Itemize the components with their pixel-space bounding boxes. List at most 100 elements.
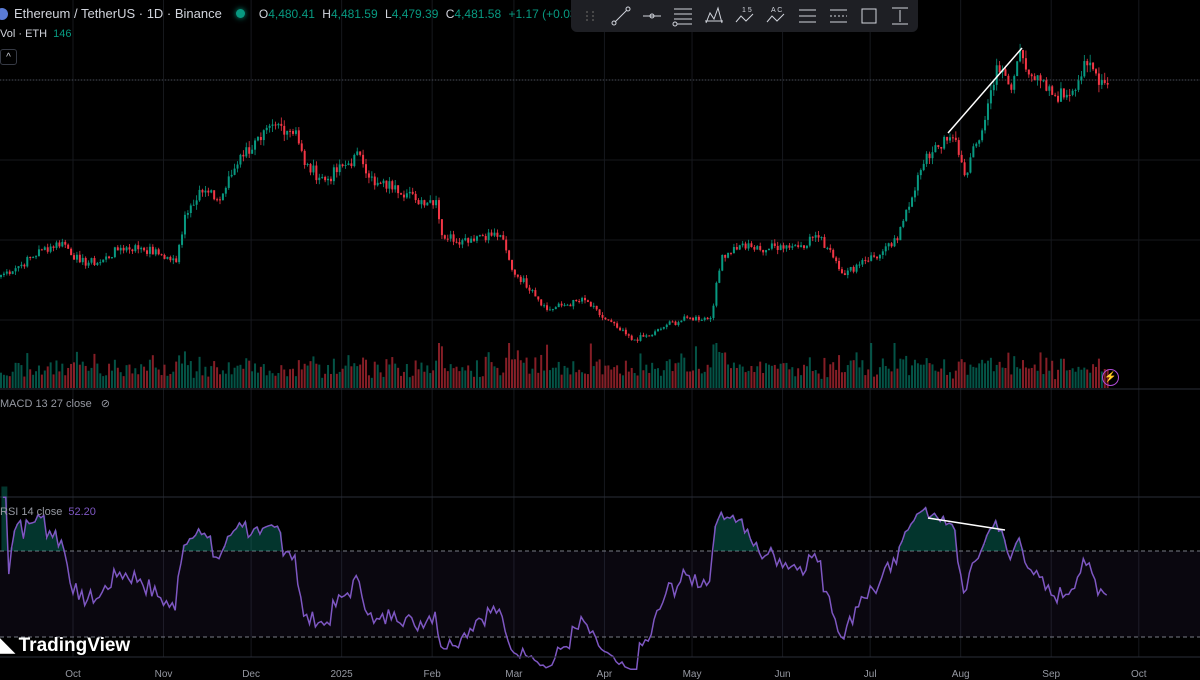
abcd-pattern-tool-icon[interactable]: A C xyxy=(763,2,788,30)
rectangle-tool-icon[interactable] xyxy=(856,2,881,30)
candle-body xyxy=(1019,50,1022,62)
candle-body xyxy=(511,259,513,270)
volume-bar xyxy=(905,355,908,388)
candle-body xyxy=(379,182,382,184)
rsi-legend[interactable]: RSI 14 close 52.20 xyxy=(0,506,96,518)
volume-bar xyxy=(96,363,99,388)
volume-bar xyxy=(966,374,969,388)
volume-bar xyxy=(283,369,286,388)
trend-line-rsi[interactable] xyxy=(927,517,1006,531)
volume-bar xyxy=(937,371,940,388)
candle-body xyxy=(657,329,659,332)
regression-channel-tool-icon[interactable] xyxy=(825,2,850,30)
candle-body xyxy=(385,180,388,189)
hidden-eye-icon[interactable]: ⊘ xyxy=(100,398,110,410)
volume-bar xyxy=(931,364,934,388)
candle-body xyxy=(1022,50,1024,59)
candle-body xyxy=(978,140,981,144)
candle-body xyxy=(878,255,881,259)
candle-body xyxy=(584,297,586,301)
candle-body xyxy=(665,324,668,328)
macd-legend[interactable]: MACD 13 27 close ⊘ xyxy=(0,397,110,410)
candle-body xyxy=(458,242,461,245)
volume-bar xyxy=(280,365,283,388)
candle-body xyxy=(654,331,657,335)
candle-body xyxy=(610,320,613,322)
volume-bar xyxy=(35,371,38,388)
volume-bar xyxy=(391,357,394,388)
volume-bar xyxy=(916,363,919,388)
candle-body xyxy=(32,257,35,259)
candle-body xyxy=(1086,61,1089,66)
candle-body xyxy=(1062,88,1065,98)
candle-body xyxy=(265,127,268,131)
volume-bar xyxy=(686,371,689,388)
volume-bar xyxy=(770,365,773,388)
volume-bar xyxy=(551,367,554,388)
candle-body xyxy=(499,235,502,237)
candle-body xyxy=(394,185,397,190)
volume-bar xyxy=(256,372,259,388)
drag-handle-icon[interactable] xyxy=(577,2,602,30)
candle-body xyxy=(505,239,508,251)
pattern-tool-icon[interactable] xyxy=(701,2,726,30)
volume-bar xyxy=(811,371,814,388)
time-axis-label: Aug xyxy=(951,669,970,680)
candle-body xyxy=(849,266,852,271)
price-range-tool-icon[interactable] xyxy=(887,2,912,30)
volume-bar xyxy=(1077,366,1080,388)
candle-body xyxy=(727,252,730,258)
volume-bar xyxy=(1024,367,1027,388)
candle-body xyxy=(81,257,84,263)
candle-body xyxy=(443,235,446,239)
volume-legend[interactable]: Vol · ETH 146 xyxy=(0,28,71,40)
volume-bar xyxy=(373,361,376,388)
volume-bar xyxy=(881,358,884,388)
volume-bar xyxy=(385,359,388,388)
candle-body xyxy=(277,123,280,126)
lightning-icon[interactable]: ⚡ xyxy=(1102,369,1119,386)
volume-bar xyxy=(572,361,575,388)
volume-bar xyxy=(773,364,776,388)
candle-body xyxy=(508,250,511,260)
candle-body xyxy=(475,236,478,241)
volume-bar xyxy=(341,368,344,388)
candle-body xyxy=(119,247,122,251)
candle-body xyxy=(770,243,773,249)
volume-bar xyxy=(292,368,294,388)
volume-bar xyxy=(52,374,55,388)
elliott-wave-tool-icon[interactable]: 1 5 xyxy=(732,2,757,30)
tradingview-watermark[interactable]: ◣ TradingView xyxy=(0,634,130,657)
symbol-legend[interactable]: Ethereum / TetherUS · 1D · Binance O4,48… xyxy=(0,6,595,21)
volume-bar xyxy=(93,353,96,388)
volume-bar xyxy=(166,375,169,388)
candle-body xyxy=(40,249,43,251)
candle-body xyxy=(645,335,648,337)
time-axis-label: Jun xyxy=(774,669,791,680)
volume-bar xyxy=(975,367,978,388)
candle-body xyxy=(867,260,870,262)
candle-body xyxy=(186,213,189,215)
volume-bar xyxy=(832,362,835,388)
candle-body xyxy=(838,260,841,270)
symbol-title[interactable]: Ethereum / TetherUS · 1D · Binance xyxy=(14,6,222,21)
volume-bar xyxy=(1001,367,1004,388)
volume-bar xyxy=(960,359,963,388)
horizontal-ray-tool-icon[interactable] xyxy=(639,2,664,30)
trend-line-tool-icon[interactable] xyxy=(608,2,633,30)
volume-bar xyxy=(122,376,125,388)
candle-body xyxy=(344,165,347,167)
candle-body xyxy=(785,245,788,249)
candle-body xyxy=(814,235,817,238)
candle-body xyxy=(17,266,20,269)
candle-body xyxy=(946,136,949,141)
collapse-legend-button[interactable]: ^ xyxy=(0,49,17,65)
volume-bar xyxy=(192,377,195,388)
volume-bar xyxy=(1013,356,1016,388)
volume-bar xyxy=(1080,369,1083,388)
trend-line-price[interactable] xyxy=(947,47,1023,134)
volume-bar xyxy=(680,353,683,388)
parallel-channel-tool-icon[interactable] xyxy=(794,2,819,30)
fib-retracement-tool-icon[interactable] xyxy=(670,2,695,30)
